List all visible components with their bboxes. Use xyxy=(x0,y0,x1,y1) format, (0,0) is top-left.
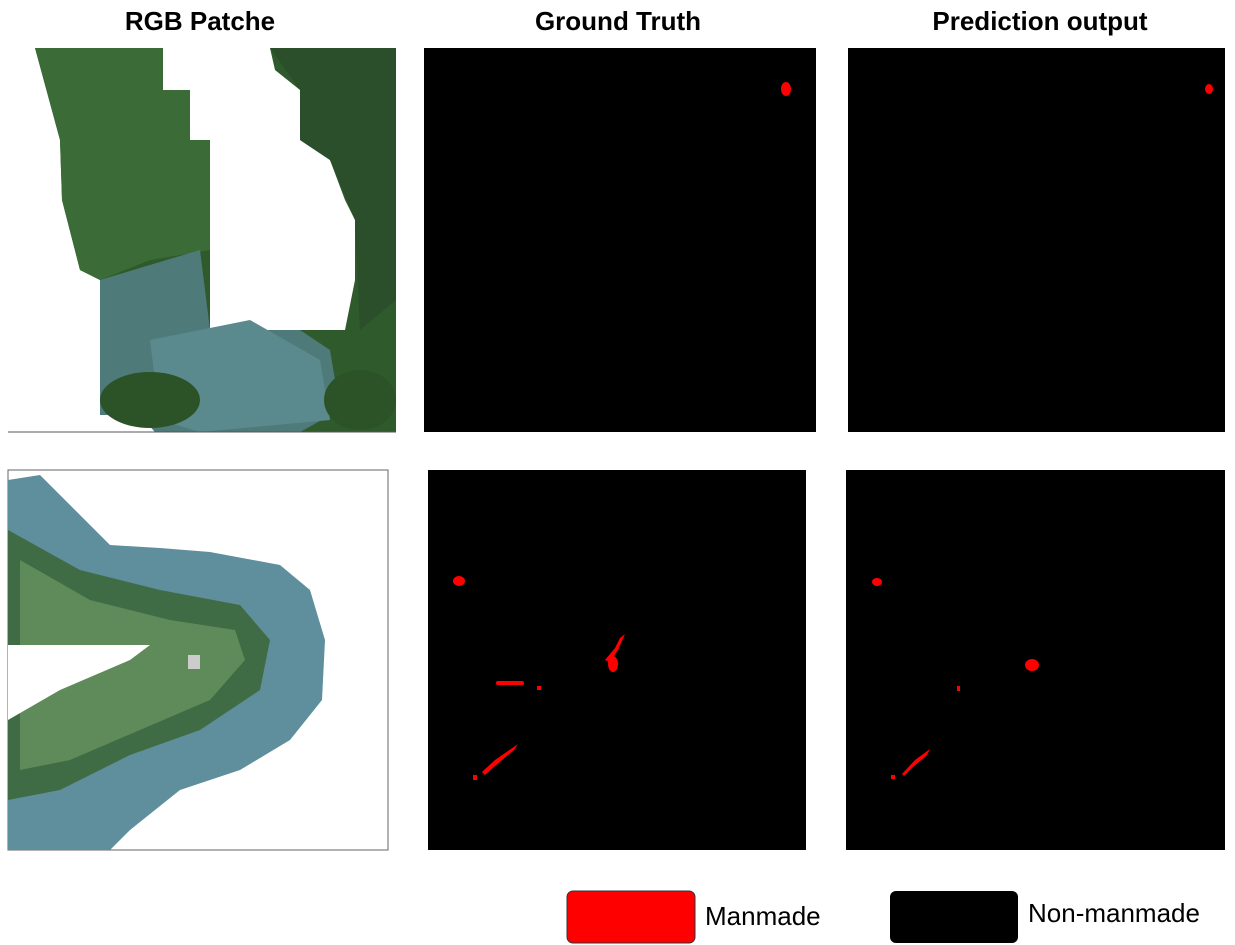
column-title: Ground Truth xyxy=(535,6,701,36)
ground-truth-mask xyxy=(428,470,806,850)
legend-swatch xyxy=(890,891,1018,943)
figure: RGB Patche Ground Truth Prediction outpu… xyxy=(0,0,1235,945)
column-title: RGB Patche xyxy=(125,6,275,36)
page: {"columns": ["RGB Patche", "Ground Truth… xyxy=(0,0,1235,945)
column-title: Prediction output xyxy=(932,6,1148,36)
legend-label: Manmade xyxy=(705,901,821,931)
prediction-mask xyxy=(848,48,1225,432)
rgb-patch xyxy=(8,48,396,432)
legend-swatch xyxy=(567,891,695,943)
prediction-mask xyxy=(846,470,1225,850)
legend-label: Non-manmade xyxy=(1028,898,1200,928)
rgb-patch xyxy=(8,470,388,850)
ground-truth-mask xyxy=(424,48,816,432)
